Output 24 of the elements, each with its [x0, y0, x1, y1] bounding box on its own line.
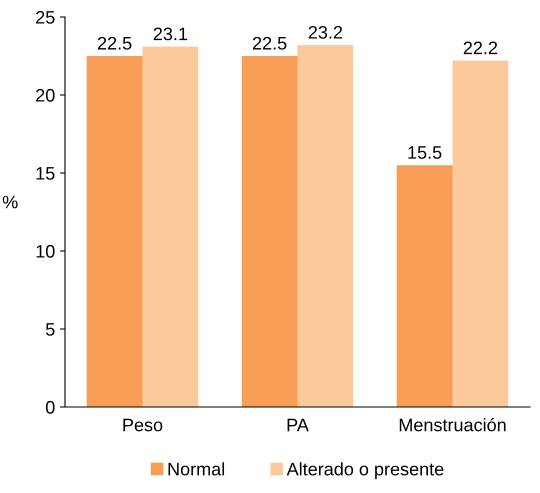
bar [452, 60, 508, 407]
data-label: 22.5 [252, 36, 286, 50]
data-label: 22.5 [98, 36, 132, 50]
x-tick-label: Peso [123, 418, 162, 432]
bar [86, 56, 142, 407]
y-tick-label: 25 [36, 10, 55, 24]
data-label: 22.2 [464, 42, 498, 54]
bar [298, 45, 354, 407]
legend-label: Alterado o presente [286, 462, 444, 480]
legend-label: Normal [168, 462, 224, 476]
y-tick-label: 20 [36, 88, 55, 102]
y-tick-label: 15 [36, 167, 55, 180]
data-label: 15.5 [408, 146, 442, 159]
data-label: 23.1 [154, 28, 188, 40]
y-tick-label: 5 [46, 323, 55, 336]
x-tick-label: PA [288, 418, 309, 432]
x-tick-label: Menstruación [400, 418, 506, 432]
y-tick-label: 0 [46, 400, 55, 414]
bar [242, 56, 298, 407]
y-axis-title: % [2, 196, 18, 208]
bar [396, 165, 452, 407]
y-tick-label: 10 [36, 244, 55, 258]
bar [142, 46, 198, 407]
data-label: 23.2 [308, 26, 342, 39]
